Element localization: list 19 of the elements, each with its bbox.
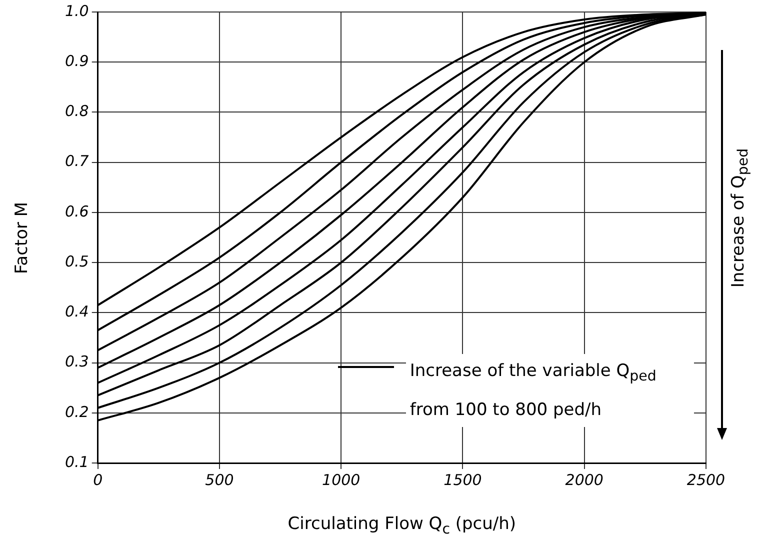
y-tick-label: 0.4 — [64, 302, 89, 321]
text: Increase of the variable Q$_{ped}$ from 100 to 800 ped/h — [410, 361, 656, 420]
y-axis-title: Factor M — [12, 201, 32, 274]
y-tick-label: 0.9 — [64, 52, 89, 70]
x-axis-title: Circulating Flow Q$_{c}$ (pcu/h) — [288, 514, 516, 538]
y-tick-label: 0.6 — [64, 202, 89, 220]
y-tick-label: 0.7 — [64, 152, 90, 170]
y-tick-label: 0.2 — [64, 402, 89, 421]
x-tick-label: 0 — [93, 470, 103, 489]
y-tick-label: 1.0 — [64, 2, 89, 20]
y-tick-label: 0.5 — [64, 252, 89, 270]
x-tick-label: 1500 — [444, 470, 482, 489]
x-tick-label: 2000 — [565, 470, 604, 489]
x-tick-label: 1000 — [322, 470, 360, 489]
x-tick-label: 500 — [205, 470, 234, 489]
y-tick-label: 0.8 — [64, 102, 89, 120]
y-tick-label: 0.3 — [64, 352, 89, 371]
y-tick-label: 0.1 — [64, 452, 89, 471]
x-tick-label: 2500 — [686, 470, 726, 489]
